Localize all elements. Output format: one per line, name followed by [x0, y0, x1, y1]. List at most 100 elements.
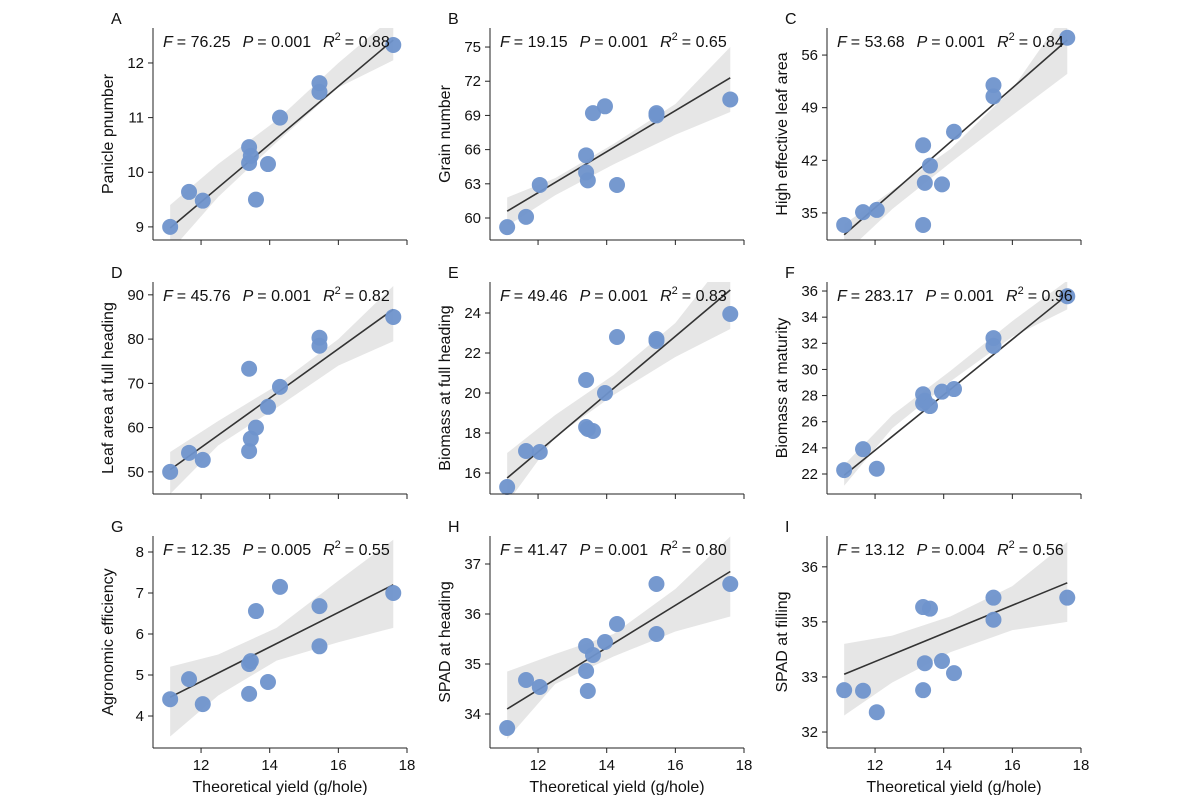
- data-point: [916, 174, 933, 191]
- stat-label: R: [997, 34, 1009, 51]
- data-point: [868, 704, 885, 721]
- y-tick-label: 60: [464, 210, 481, 227]
- stat-superscript: 2: [335, 31, 341, 43]
- y-tick-label: 90: [127, 287, 144, 304]
- stat-label: P: [926, 288, 937, 305]
- data-point: [162, 218, 179, 235]
- data-point: [311, 638, 328, 655]
- data-point: [247, 191, 264, 208]
- y-tick-label: 22: [464, 345, 481, 362]
- x-tick-label: 12: [530, 757, 547, 774]
- data-point: [259, 398, 276, 415]
- data-point: [385, 584, 402, 601]
- y-tick-label: 16: [464, 465, 481, 482]
- y-tick-label: 36: [464, 606, 481, 623]
- stats-annotation: F = 283.17 P = 0.001 R2 = 0.96: [837, 285, 1073, 305]
- y-tick-label: 32: [801, 724, 818, 741]
- y-tick-label: 60: [127, 420, 144, 437]
- data-point: [385, 36, 402, 53]
- panel-letter: B: [448, 11, 459, 28]
- stat-value: = 53.68: [851, 34, 905, 51]
- data-point: [311, 598, 328, 615]
- stat-superscript: 2: [1018, 285, 1024, 297]
- stat-label: F: [163, 542, 174, 559]
- x-tick-label: 18: [399, 757, 416, 774]
- y-axis-label: Biomass at full heading: [437, 305, 454, 470]
- stat-label: R: [323, 34, 335, 51]
- stat-value: = 0.001: [594, 542, 648, 559]
- x-tick-label: 16: [667, 757, 684, 774]
- data-point: [933, 176, 950, 193]
- stat-label: P: [917, 542, 928, 559]
- y-tick-label: 50: [127, 464, 144, 481]
- data-point: [194, 451, 211, 468]
- y-tick-label: 56: [801, 47, 818, 64]
- data-point: [518, 208, 535, 225]
- stat-label: P: [917, 34, 928, 51]
- y-axis-label: High effective leaf area: [774, 52, 791, 215]
- data-point: [946, 665, 962, 682]
- y-tick-label: 18: [464, 425, 481, 442]
- data-point: [259, 156, 276, 173]
- stat-label: F: [837, 288, 848, 305]
- data-point: [181, 444, 198, 461]
- y-tick-label: 75: [464, 39, 481, 56]
- y-tick-label: 9: [136, 219, 144, 236]
- y-tick-label: 42: [801, 152, 818, 169]
- y-tick-label: 12: [127, 55, 144, 72]
- stat-value: = 0.001: [257, 288, 311, 305]
- data-point: [933, 383, 950, 400]
- y-tick-label: 24: [464, 305, 481, 322]
- data-point: [579, 683, 596, 699]
- stat-value: = 0.56: [1019, 542, 1064, 559]
- data-point: [985, 589, 1002, 606]
- y-tick-label: 49: [801, 100, 818, 117]
- y-tick-label: 5: [136, 667, 144, 684]
- data-point: [946, 123, 962, 140]
- stat-value: = 19.15: [514, 34, 568, 51]
- plot-area: [506, 47, 731, 226]
- y-tick-label: 6: [136, 626, 144, 643]
- y-tick-label: 24: [801, 440, 818, 457]
- y-axis-label: SPAD at heading: [437, 581, 454, 703]
- stat-value: = 0.001: [257, 34, 311, 51]
- y-tick-label: 66: [464, 142, 481, 159]
- stats-annotation: F = 49.46 P = 0.001 R2 = 0.83: [500, 285, 727, 305]
- stat-superscript: 2: [672, 285, 678, 297]
- data-point: [836, 216, 853, 233]
- stat-value: = 0.88: [345, 34, 390, 51]
- confidence-band: [507, 47, 731, 226]
- panel-letter: F: [785, 265, 795, 282]
- data-point: [609, 616, 625, 632]
- stat-value: = 0.001: [594, 288, 648, 305]
- data-point: [499, 720, 516, 736]
- stat-label: F: [500, 542, 511, 559]
- stat-label: P: [243, 288, 254, 305]
- x-tick-label: 16: [1004, 757, 1021, 774]
- stat-superscript: 2: [1009, 539, 1015, 551]
- stat-label: P: [580, 34, 591, 51]
- data-point: [596, 385, 613, 401]
- data-point: [609, 176, 625, 193]
- data-point: [531, 444, 548, 460]
- data-point: [648, 626, 665, 642]
- y-tick-label: 63: [464, 176, 481, 193]
- stat-label: F: [163, 288, 174, 305]
- y-tick-label: 11: [128, 110, 144, 127]
- data-point: [915, 216, 932, 233]
- x-tick-label: 18: [736, 757, 753, 774]
- y-tick-label: 20: [464, 385, 481, 402]
- plot-area: [169, 539, 394, 737]
- data-point: [933, 652, 950, 669]
- data-point: [518, 443, 535, 459]
- x-tick-label: 14: [598, 757, 615, 774]
- x-tick-label: 16: [330, 757, 347, 774]
- data-point: [1059, 589, 1076, 606]
- data-point: [722, 306, 739, 322]
- data-point: [648, 576, 665, 592]
- y-tick-label: 10: [127, 164, 144, 181]
- stat-label: F: [163, 34, 174, 51]
- data-point: [578, 372, 595, 388]
- data-point: [1059, 29, 1076, 46]
